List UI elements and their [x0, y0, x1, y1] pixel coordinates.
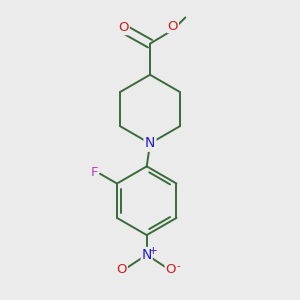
Text: O: O: [168, 20, 178, 32]
Text: N: N: [142, 248, 152, 262]
Text: +: +: [149, 246, 158, 256]
Text: N: N: [145, 136, 155, 151]
Text: O: O: [165, 263, 176, 276]
Text: O: O: [117, 263, 127, 276]
Text: O: O: [118, 22, 129, 34]
Text: -: -: [176, 261, 180, 271]
Text: F: F: [90, 166, 98, 178]
